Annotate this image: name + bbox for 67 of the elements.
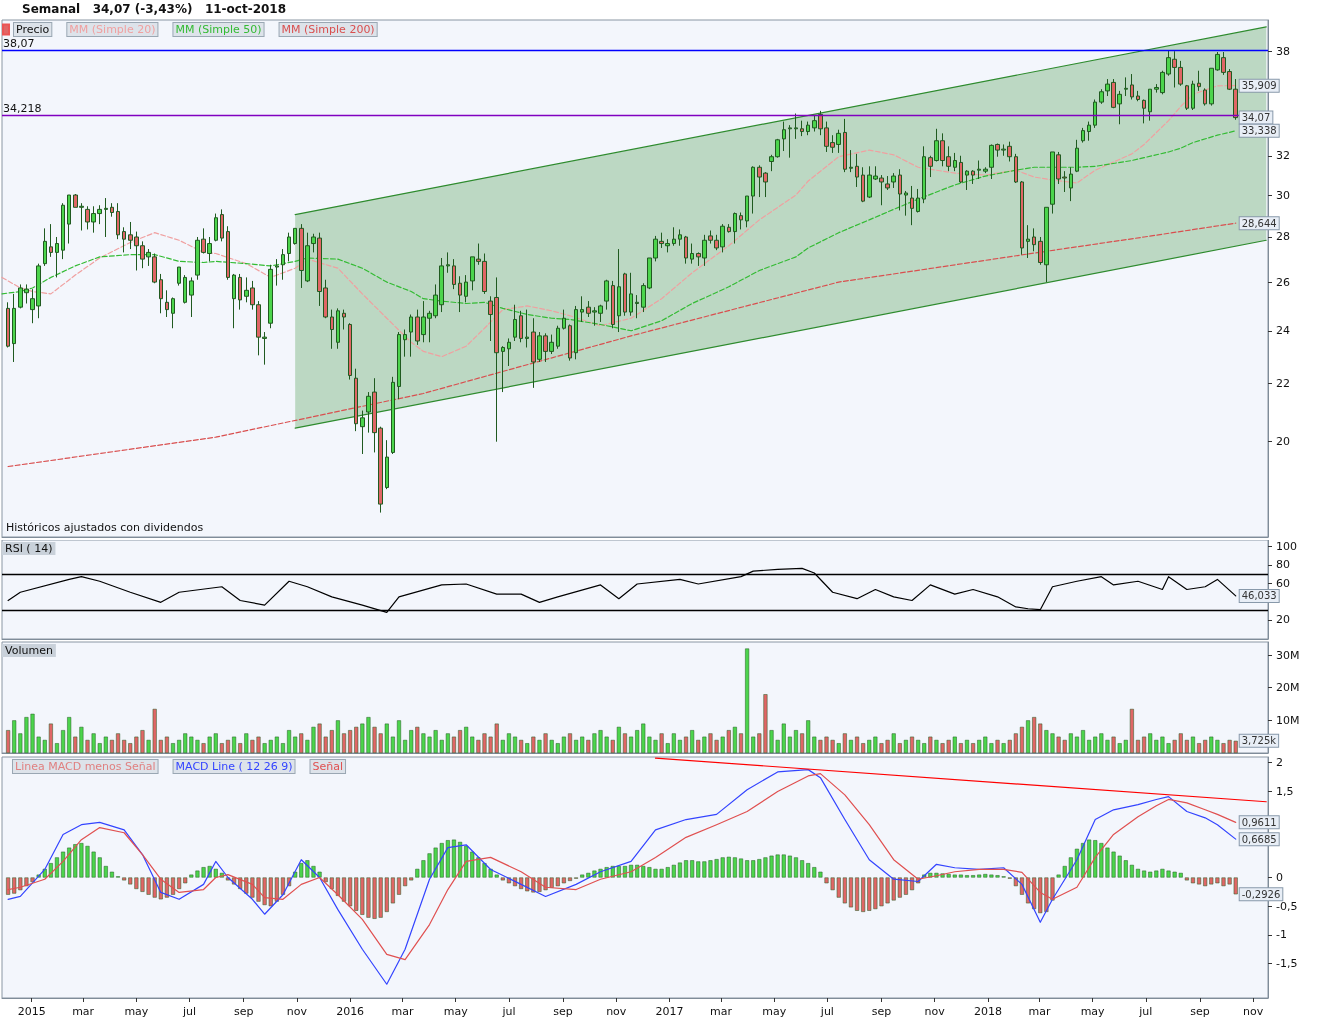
annotation: 46,033	[1241, 590, 1277, 602]
x-tick-label: jul	[182, 1005, 197, 1018]
y-tick-label: -1,5	[1276, 957, 1298, 971]
text: MM (Simple 50)	[175, 23, 262, 36]
x-tick-label: nov	[1243, 1005, 1264, 1018]
x-tick-label: jul	[819, 1005, 834, 1018]
y-tick-label: -1	[1276, 928, 1287, 942]
annotation: 28,644	[1241, 217, 1277, 229]
x-tick-label: sep	[1190, 1005, 1210, 1018]
y-tick-label: 30	[1276, 188, 1290, 202]
x-tick-label: mar	[72, 1005, 95, 1018]
y-tick-label: 26	[1276, 275, 1290, 289]
x-tick-label: mar	[1028, 1005, 1051, 1018]
annotation: 3,725k	[1241, 735, 1277, 747]
x-tick-label: sep	[233, 1005, 254, 1018]
x-tick-label: nov	[924, 1005, 946, 1018]
x-tick-label: mar	[391, 1005, 414, 1018]
text: MACD Line ( 12 26 9)	[175, 760, 293, 773]
y-tick-label: 1,5	[1276, 784, 1294, 798]
y-tick-label: 28	[1276, 230, 1290, 244]
y-tick-label: 24	[1276, 324, 1290, 338]
x-tick-label: jul	[1138, 1005, 1153, 1018]
x-tick-label: may	[124, 1005, 149, 1018]
text: MM (Simple 200)	[281, 23, 375, 36]
x-tick-label: mar	[709, 1005, 733, 1018]
x-tick-label: nov	[286, 1005, 308, 1018]
x-tick-label: 2018	[973, 1005, 1002, 1018]
annotation: 0,6685	[1241, 833, 1277, 845]
legend-label: Precio	[16, 23, 50, 36]
x-tick-label: sep	[871, 1005, 892, 1018]
y-tick-label: 80	[1276, 558, 1290, 572]
x-tick-label: nov	[606, 1005, 627, 1018]
x-tick-label: 2017	[655, 1005, 684, 1018]
y-tick-label: 20	[1276, 613, 1290, 627]
x-tick-label: 2015	[17, 1005, 46, 1018]
chart-title: RSI ( 14)	[5, 542, 53, 555]
ref-line-label: 38,07	[3, 37, 35, 51]
annotation: 0,9611	[1241, 816, 1277, 828]
y-tick-label: 20M	[1276, 681, 1300, 695]
text: Señal	[312, 760, 344, 773]
annotation: Históricos ajustados con dividendos	[6, 521, 204, 534]
y-tick-label: 2	[1276, 756, 1283, 770]
annotation: 34,07	[1241, 112, 1271, 124]
text: MM (Simple 20)	[69, 23, 156, 36]
y-tick-label: 60	[1276, 576, 1290, 590]
x-tick-label: may	[1080, 1005, 1106, 1018]
x-tick-label: jul	[501, 1005, 516, 1018]
x-tick-label: 2016	[336, 1005, 365, 1018]
x-tick-label: may	[443, 1005, 469, 1018]
x-tick-label: may	[762, 1005, 787, 1018]
annotation: -0,2926	[1241, 888, 1281, 900]
x-tick-label: sep	[553, 1005, 573, 1018]
y-tick-label: 22	[1276, 377, 1290, 391]
y-tick-label: 20	[1276, 435, 1290, 449]
annotation: 35,909	[1241, 80, 1277, 92]
y-tick-label: 38	[1276, 44, 1290, 58]
text: Linea MACD menos Señal	[15, 760, 156, 773]
y-tick-label: -0,5	[1276, 899, 1298, 913]
annotation: 33,338	[1241, 125, 1277, 137]
chart-title: Semanal 34,07 (-3,43%) 11-oct-2018	[22, 2, 287, 16]
ref-line-label: 34,218	[3, 101, 42, 115]
y-tick-label: 10M	[1276, 713, 1300, 727]
y-tick-label: 0	[1276, 871, 1283, 884]
y-tick-label: 100	[1276, 539, 1297, 553]
y-tick-label: 30M	[1276, 648, 1300, 662]
y-tick-label: 32	[1276, 149, 1290, 163]
chart-title: Volumen	[5, 644, 53, 657]
